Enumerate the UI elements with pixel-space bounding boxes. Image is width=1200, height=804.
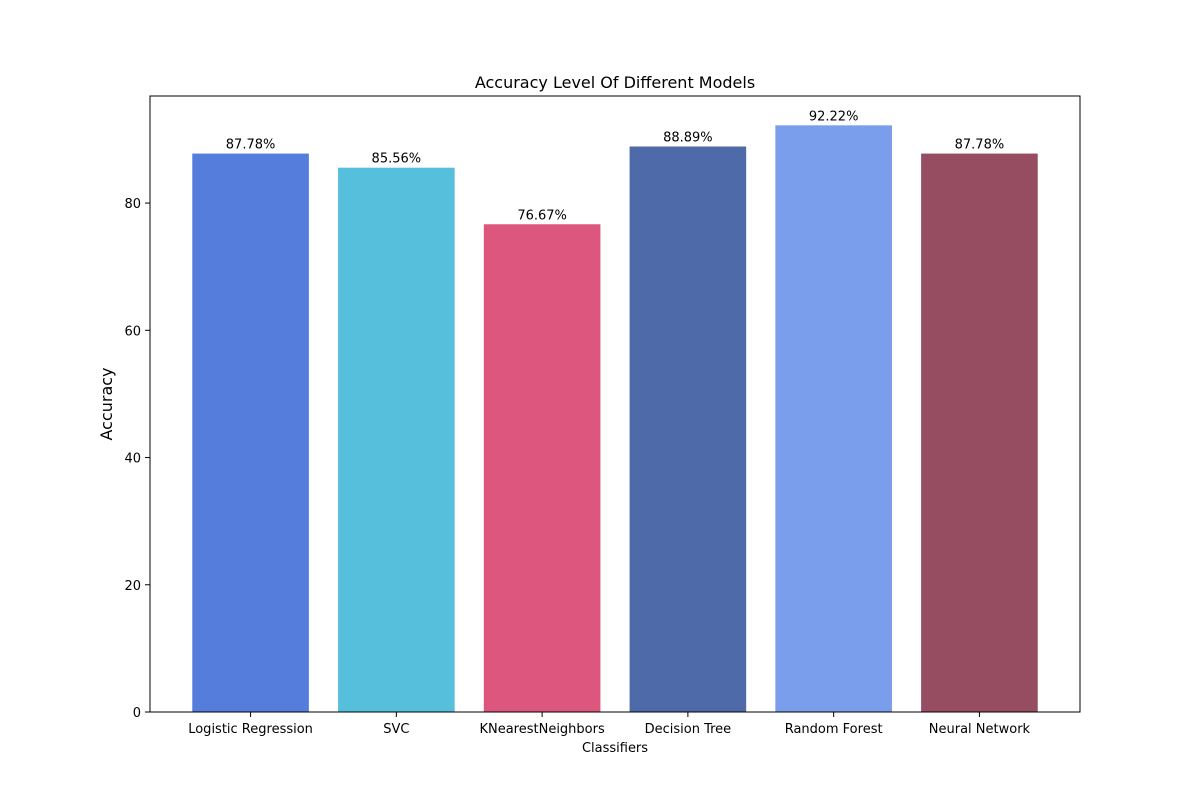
y-tick-label-2: 40 (124, 452, 141, 467)
bar-0 (192, 153, 309, 712)
bar-1 (338, 167, 455, 712)
value-label-0: 87.78% (226, 138, 276, 153)
x-tick-label-3: Decision Tree (645, 722, 732, 737)
bar-5 (921, 153, 1038, 712)
y-tick-label-1: 20 (124, 579, 141, 594)
y-tick-label-3: 60 (124, 324, 141, 339)
value-label-1: 85.56% (372, 152, 422, 167)
x-tick-label-2: KNearestNeighbors (479, 722, 605, 737)
x-axis-label: Classifiers (582, 741, 648, 756)
x-tick-label-5: Neural Network (929, 722, 1031, 737)
y-axis-label: Accuracy (97, 367, 116, 440)
bar-3 (629, 146, 747, 713)
bars-layer (192, 125, 1038, 713)
bar-2 (483, 224, 601, 712)
value-labels-layer: 87.78% 85.56% 76.67% 88.89% 92.22% 87.78% (226, 109, 1004, 223)
value-label-4: 92.22% (809, 109, 859, 124)
y-axis: 0 20 40 60 80 (124, 197, 150, 721)
x-tick-label-0: Logistic Regression (188, 722, 313, 737)
y-tick-label-4: 80 (124, 197, 141, 212)
x-tick-label-4: Random Forest (785, 722, 883, 737)
value-label-3: 88.89% (663, 131, 713, 146)
value-label-2: 76.67% (517, 208, 567, 223)
plot-frame (149, 95, 1081, 713)
x-axis: Logistic Regression SVC KNearestNeighbors D… (188, 712, 1031, 737)
value-label-5: 87.78% (955, 138, 1005, 153)
x-tick-label-1: SVC (383, 722, 409, 737)
bar-4 (775, 125, 892, 713)
chart-title: Accuracy Level Of Different Models (475, 73, 755, 92)
y-tick-label-0: 0 (133, 706, 141, 721)
